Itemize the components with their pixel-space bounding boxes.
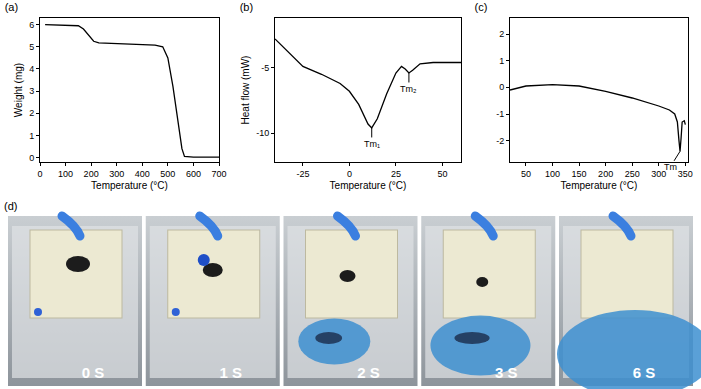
svg-text:500: 500 bbox=[160, 169, 175, 179]
svg-text:-10: -10 bbox=[256, 128, 269, 138]
svg-text:-25: -25 bbox=[296, 169, 309, 179]
svg-text:(c): (c) bbox=[475, 1, 488, 13]
svg-text:6: 6 bbox=[29, 20, 34, 30]
svg-text:250: 250 bbox=[625, 169, 640, 179]
svg-text:-5: -5 bbox=[261, 63, 269, 73]
svg-text:0: 0 bbox=[499, 82, 504, 92]
svg-text:-2: -2 bbox=[496, 136, 504, 146]
svg-text:(d): (d) bbox=[4, 200, 17, 212]
svg-text:700: 700 bbox=[211, 169, 226, 179]
svg-text:Temperature (°C): Temperature (°C) bbox=[330, 180, 407, 191]
svg-text:50: 50 bbox=[437, 169, 447, 179]
svg-text:0: 0 bbox=[37, 169, 42, 179]
svg-text:3 S: 3 S bbox=[495, 364, 518, 381]
svg-text:400: 400 bbox=[135, 169, 150, 179]
svg-text:200: 200 bbox=[84, 169, 99, 179]
svg-text:1: 1 bbox=[29, 131, 34, 141]
svg-text:Temperature (°C): Temperature (°C) bbox=[561, 180, 638, 191]
svg-text:100: 100 bbox=[58, 169, 73, 179]
svg-text:2 S: 2 S bbox=[357, 364, 380, 381]
svg-text:Tm₁: Tm₁ bbox=[364, 139, 380, 149]
svg-text:Temperature (°C): Temperature (°C) bbox=[91, 180, 168, 191]
svg-text:2: 2 bbox=[29, 108, 34, 118]
svg-text:100: 100 bbox=[545, 169, 560, 179]
svg-text:1 S: 1 S bbox=[219, 364, 242, 381]
svg-text:0: 0 bbox=[29, 153, 34, 163]
svg-text:5: 5 bbox=[29, 42, 34, 52]
svg-text:150: 150 bbox=[572, 169, 587, 179]
svg-text:Tm: Tm bbox=[664, 162, 677, 172]
svg-text:1: 1 bbox=[499, 56, 504, 66]
svg-text:300: 300 bbox=[109, 169, 124, 179]
svg-text:0 S: 0 S bbox=[82, 364, 105, 381]
svg-text:4: 4 bbox=[29, 64, 34, 74]
svg-text:50: 50 bbox=[521, 169, 531, 179]
svg-text:Weight (mg): Weight (mg) bbox=[13, 63, 24, 117]
svg-text:600: 600 bbox=[186, 169, 201, 179]
svg-text:(a): (a) bbox=[5, 1, 18, 13]
svg-text:2: 2 bbox=[499, 29, 504, 39]
svg-text:3: 3 bbox=[29, 86, 34, 96]
svg-text:Heat flow (mW): Heat flow (mW) bbox=[240, 56, 251, 125]
svg-text:350: 350 bbox=[678, 169, 693, 179]
svg-text:300: 300 bbox=[651, 169, 666, 179]
svg-text:25: 25 bbox=[391, 169, 401, 179]
svg-text:-1: -1 bbox=[496, 109, 504, 119]
svg-text:0: 0 bbox=[347, 169, 352, 179]
svg-text:200: 200 bbox=[598, 169, 613, 179]
svg-text:Tm₂: Tm₂ bbox=[400, 84, 417, 94]
svg-text:6 S: 6 S bbox=[633, 364, 656, 381]
svg-text:(b): (b) bbox=[240, 1, 253, 13]
